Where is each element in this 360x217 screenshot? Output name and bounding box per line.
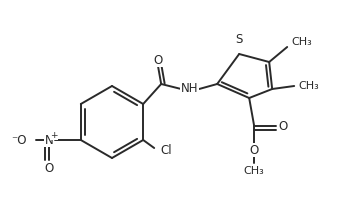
Text: S: S (235, 33, 243, 46)
Text: CH₃: CH₃ (298, 81, 319, 91)
Text: O: O (44, 161, 53, 174)
Text: +: + (50, 130, 58, 140)
Text: ⁻O: ⁻O (11, 133, 27, 146)
Text: CH₃: CH₃ (291, 37, 312, 47)
Text: O: O (249, 143, 259, 156)
Text: O: O (279, 120, 288, 133)
Text: CH₃: CH₃ (244, 166, 265, 176)
Text: NH: NH (180, 82, 198, 95)
Text: O: O (154, 54, 163, 66)
Text: N: N (44, 133, 53, 146)
Text: Cl: Cl (160, 145, 172, 158)
